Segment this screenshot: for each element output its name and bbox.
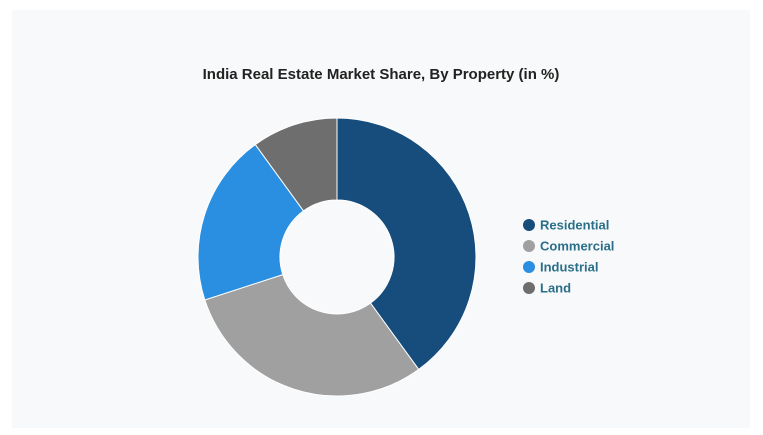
pie-slice — [336, 117, 477, 371]
legend-label: Industrial — [540, 259, 599, 274]
pie-slice — [197, 143, 305, 301]
legend-swatch — [523, 219, 535, 231]
pie-slice — [254, 117, 338, 212]
legend-label: Land — [540, 280, 571, 295]
chart-title: India Real Estate Market Share, By Prope… — [203, 66, 560, 83]
pie-slice — [204, 273, 420, 397]
legend-swatch — [523, 282, 535, 294]
legend-swatch — [523, 240, 535, 252]
legend-label: Commercial — [540, 238, 614, 253]
legend-label: Residential — [540, 217, 609, 232]
legend-swatch — [523, 261, 535, 273]
